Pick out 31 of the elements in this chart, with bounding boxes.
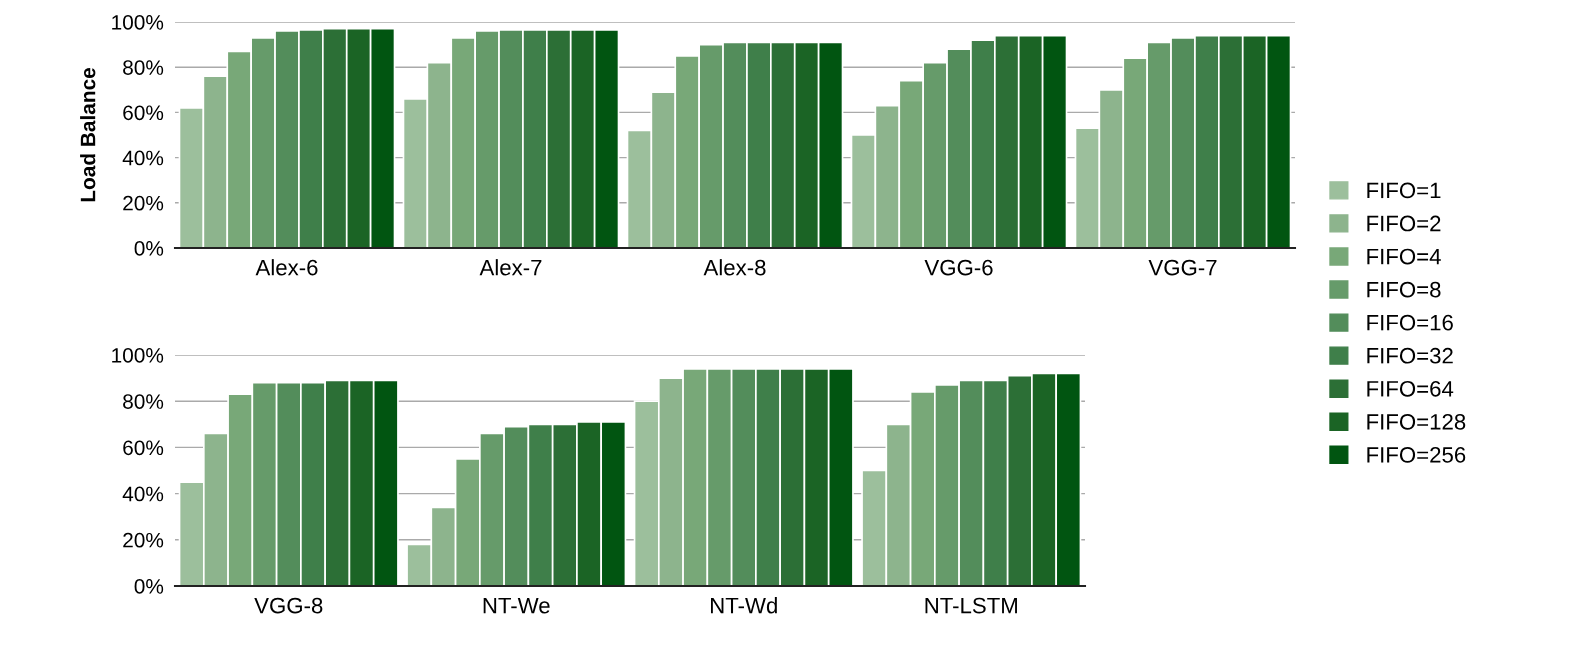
- y-tick-label: 0%: [134, 241, 164, 256]
- x-tick-label: Alex-6: [255, 259, 318, 276]
- y-axis-title: Load Balance: [80, 67, 96, 202]
- x-tick-label: NT-We: [483, 597, 550, 614]
- y-tick-label: 60%: [123, 440, 164, 456]
- legend-label: FIFO=32: [1367, 347, 1453, 364]
- legend-label: FIFO=1: [1367, 182, 1441, 199]
- y-tick-label: 20%: [123, 532, 164, 548]
- x-tick-label: VGG-8: [254, 597, 323, 614]
- y-tick-label: 40%: [122, 150, 164, 166]
- x-tick-label: Alex-7: [479, 259, 542, 276]
- y-tick-label: 40%: [122, 486, 164, 502]
- y-tick-label: 60%: [123, 105, 164, 121]
- y-tick-label: 20%: [123, 195, 164, 211]
- legend-label: FIFO=128: [1367, 413, 1466, 430]
- legend-label: FIFO=8: [1367, 281, 1441, 298]
- legend-label: FIFO=16: [1367, 314, 1453, 331]
- y-tick-label: 100%: [112, 348, 164, 363]
- y-tick-label: 80%: [123, 60, 164, 75]
- legend-label: FIFO=64: [1367, 380, 1454, 397]
- legend-label: FIFO=256: [1367, 447, 1466, 463]
- x-tick-label: VGG-6: [924, 259, 993, 276]
- x-tick-label: VGG-7: [1148, 259, 1217, 276]
- x-tick-label: NT-LSTM: [925, 597, 1017, 614]
- x-tick-label: NT-Wd: [711, 597, 777, 614]
- y-tick-label: 80%: [123, 394, 164, 409]
- x-tick-label: Alex-8: [703, 259, 766, 276]
- legend-label: FIFO=2: [1367, 215, 1441, 232]
- y-tick-label: 100%: [112, 15, 164, 30]
- legend-label: FIFO=4: [1367, 248, 1441, 265]
- y-tick-label: 0%: [134, 579, 164, 594]
